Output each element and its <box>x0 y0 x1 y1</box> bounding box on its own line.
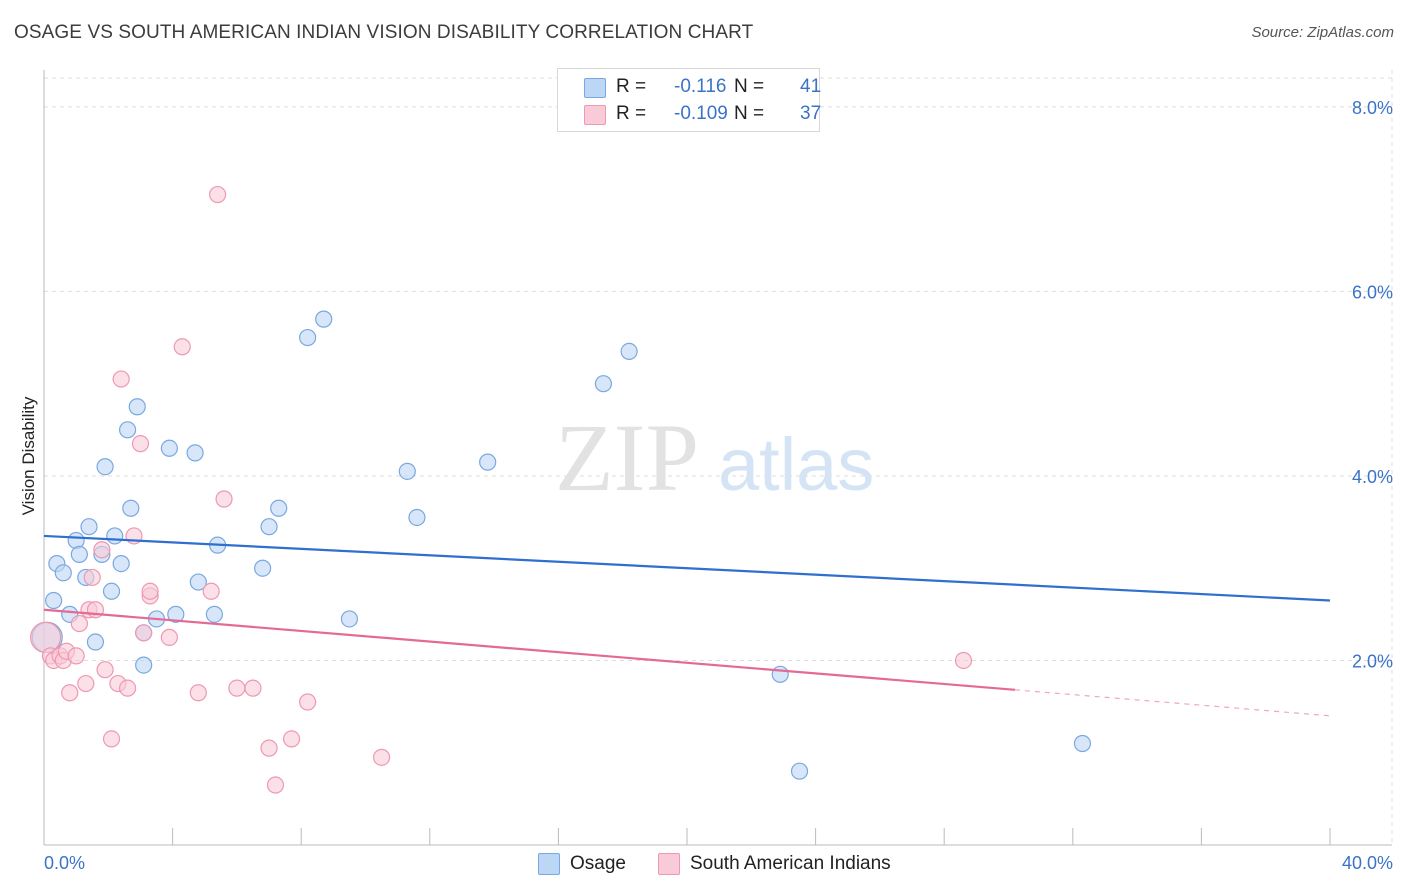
osage-point <box>86 633 105 651</box>
sai-point <box>202 582 220 600</box>
osage-point <box>315 310 333 328</box>
sai-point <box>299 693 317 711</box>
sai-point <box>70 614 88 633</box>
osage-point <box>299 328 317 347</box>
y-tick-label: 4.0% <box>1352 467 1393 487</box>
trend-lines <box>43 534 1331 717</box>
legend-label: South American Indians <box>690 853 891 874</box>
osage-point <box>112 555 130 573</box>
osage-point <box>260 518 278 536</box>
y-tick-label: 2.0% <box>1352 651 1393 671</box>
legend-label: Osage <box>570 853 626 874</box>
osage-point <box>186 444 204 462</box>
osage-point <box>135 656 153 674</box>
osage-point <box>167 605 185 623</box>
osage-swatch <box>538 853 560 875</box>
sai-point <box>372 748 391 766</box>
sai-point <box>61 684 79 702</box>
series-sai <box>30 185 973 794</box>
sai-point <box>96 661 114 679</box>
osage-point <box>96 458 114 476</box>
sai-point <box>118 679 137 697</box>
points-layer <box>30 185 1092 794</box>
sai-trend-line <box>43 608 1016 691</box>
osage-point <box>160 439 178 457</box>
osage-point <box>398 462 416 480</box>
chart-title: OSAGE VS SOUTH AMERICAN INDIAN VISION DI… <box>14 22 754 43</box>
sai-point <box>135 624 153 642</box>
watermark-zip: ZIP <box>555 404 699 511</box>
watermark: ZIP atlas <box>555 404 874 511</box>
sai-point <box>83 568 101 587</box>
sai-point <box>228 679 246 697</box>
osage-point <box>54 564 72 582</box>
osage-point <box>620 342 638 360</box>
legend-n-value: 41 <box>800 76 822 97</box>
x-tick-label: 0.0% <box>44 853 85 873</box>
osage-point <box>1073 734 1092 753</box>
legend-n-label: N = <box>734 103 765 124</box>
osage-point <box>128 398 146 416</box>
sai-point <box>173 338 191 356</box>
sai-point <box>189 684 207 702</box>
sai-point <box>260 739 278 757</box>
legend-r-value: -0.109 <box>674 103 728 124</box>
axes <box>43 70 1392 846</box>
tick-labels: 2.0% 4.0% 6.0% 8.0% 0.0% 40.0% <box>44 98 1393 873</box>
legend-r-label: R = <box>616 103 647 124</box>
osage-point <box>479 453 497 471</box>
sai-swatch <box>584 105 606 125</box>
stats-legend: R = -0.116 N = 41 R = -0.109 N = 37 <box>557 68 822 132</box>
sai-point <box>266 776 285 794</box>
osage-point <box>106 527 124 545</box>
sai-trend-extension <box>1014 689 1331 717</box>
sai-point <box>141 582 159 600</box>
sai-point <box>209 185 227 204</box>
y-tick-label: 6.0% <box>1352 282 1393 302</box>
osage-point <box>205 605 223 623</box>
osage-point <box>270 499 288 517</box>
sai-point <box>954 651 973 670</box>
sai-point <box>244 679 262 697</box>
osage-point <box>80 518 98 536</box>
sai-point <box>67 647 85 665</box>
sai-point <box>112 370 130 388</box>
osage-point <box>340 610 359 628</box>
osage-point <box>254 559 272 577</box>
grid <box>44 70 1393 845</box>
sai-point <box>282 730 301 748</box>
legend-n-value: 37 <box>800 103 822 124</box>
legend-n-label: N = <box>734 76 765 97</box>
source-label: Source: ZipAtlas.com <box>1251 24 1394 41</box>
sai-point <box>131 435 150 453</box>
osage-point <box>594 375 613 393</box>
x-tick-label: 40.0% <box>1342 853 1393 873</box>
sai-point <box>215 490 233 508</box>
y-axis-title: Vision Disability <box>19 396 38 515</box>
sai-point <box>102 730 121 748</box>
osage-point <box>70 545 88 563</box>
sai-point <box>30 621 62 654</box>
sai-point <box>160 628 178 647</box>
osage-point <box>408 508 426 527</box>
sai-point <box>77 674 95 693</box>
osage-point <box>771 665 789 683</box>
legend-r-label: R = <box>616 76 647 97</box>
series-osage <box>31 310 1092 780</box>
osage-trend-line <box>43 534 1331 602</box>
legend-r-value: -0.116 <box>674 76 727 97</box>
sai-point <box>93 541 111 559</box>
osage-point <box>102 582 121 600</box>
osage-point <box>118 421 137 439</box>
y-tick-label: 8.0% <box>1352 98 1393 118</box>
osage-point <box>45 591 63 610</box>
sai-swatch <box>658 853 680 875</box>
watermark-atlas: atlas <box>718 423 874 506</box>
osage-point <box>122 499 140 517</box>
osage-point <box>189 573 207 591</box>
osage-point <box>790 762 809 780</box>
osage-swatch <box>584 78 606 98</box>
